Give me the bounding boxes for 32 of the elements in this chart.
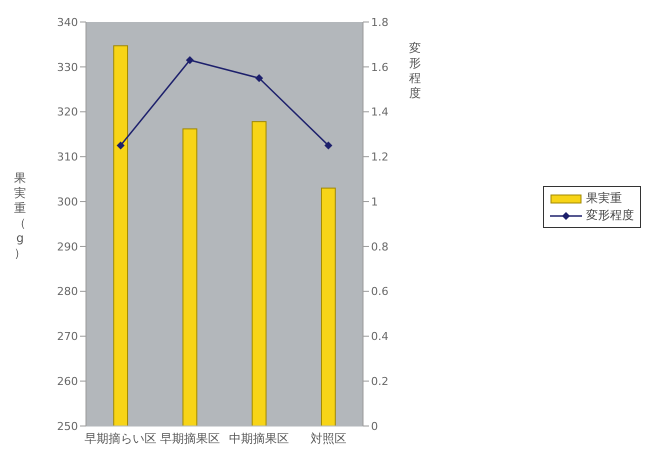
y2-tick-label: 1.4 [371,106,388,119]
y-tick-label: 320 [57,106,78,119]
legend-label: 果実重 [586,190,622,207]
y2-axis-title: 変形程度 [409,41,421,100]
x-tick-label: 早期摘らい区 [84,432,157,446]
y2-tick-label: 1.2 [371,150,388,164]
y2-tick-label: 1.8 [371,16,388,29]
y-tick-label: 310 [57,150,78,164]
y2-tick-label: 0.8 [371,240,388,254]
point [186,56,194,64]
y-tick-label: 290 [57,240,78,254]
y-tick-label: 260 [57,375,78,388]
legend-label: 変形程度 [586,207,634,224]
y-tick-label: 270 [57,330,78,344]
y2-tick-label: 0.6 [371,285,388,298]
y2-tick-label: 0.4 [371,330,388,344]
y-tick-label: 280 [57,285,78,298]
y-tick-label: 250 [57,420,78,433]
x-tick-label: 対照区 [310,432,346,446]
x-tick-label: 中期摘果区 [229,432,290,446]
point [255,74,264,82]
y2-tick-label: 0.2 [371,375,388,388]
x-tick-label: 早期摘果区 [160,432,220,446]
y-tick-label: 340 [57,16,78,29]
point [116,141,125,150]
y2-tick-label: 1 [371,195,378,208]
y-tick-label: 330 [57,60,78,74]
point [324,141,332,150]
y-axis-title: 果実重（g） [14,171,26,260]
y2-tick-label: 1.6 [371,60,388,74]
y2-tick-label: 0 [371,420,378,433]
y-tick-label: 300 [57,195,78,208]
